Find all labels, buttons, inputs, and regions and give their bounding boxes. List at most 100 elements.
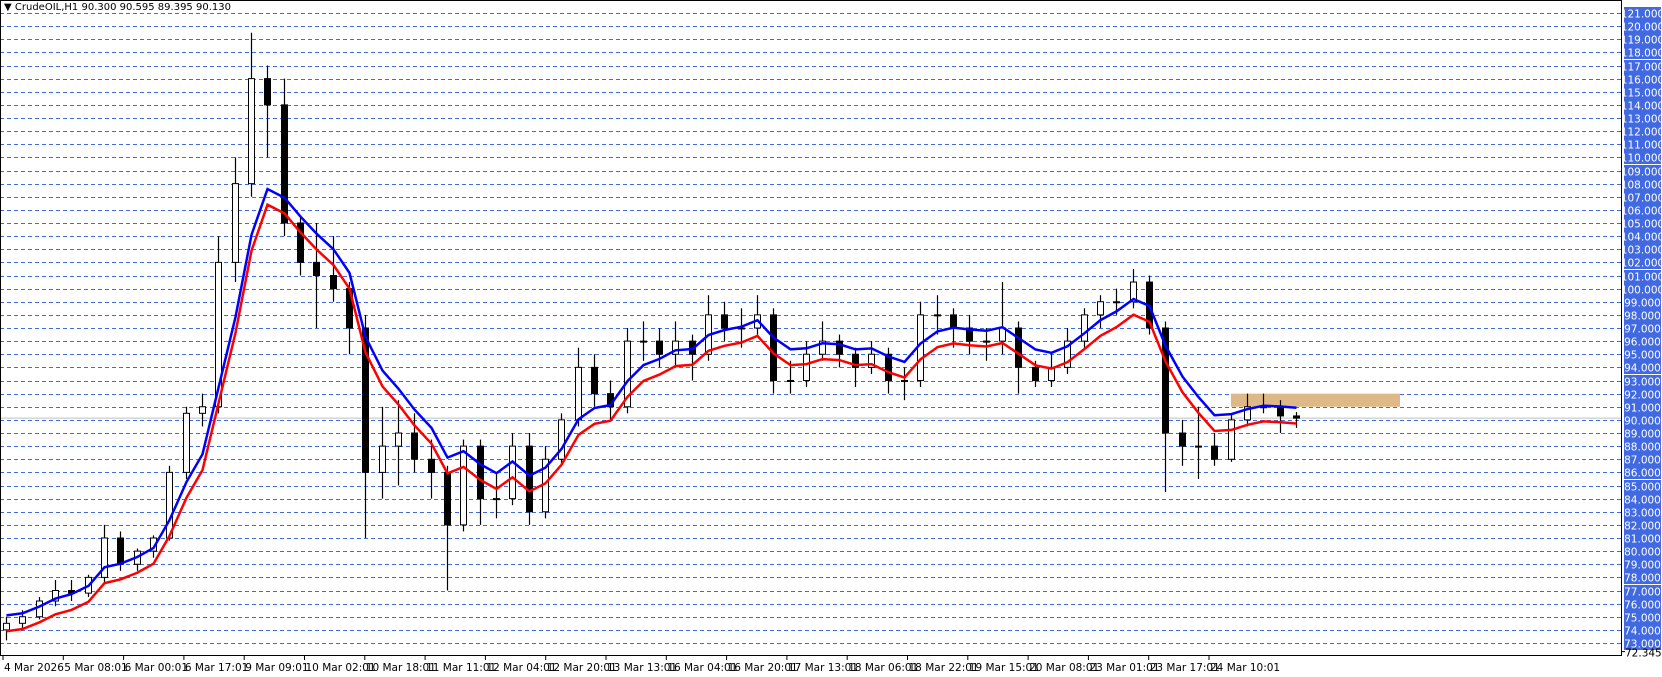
candle-body [1228,419,1235,460]
candle-body [1081,314,1088,342]
price-label-bg [1624,191,1661,204]
time-label: 17 Mar 13:01 [788,662,858,674]
candle-body [444,471,451,526]
candle-body [183,412,190,473]
candle-body [852,353,859,368]
symbol-label: CrudeOIL,H1 [14,2,79,13]
time-label: 16 Mar 20:01 [728,662,798,674]
candle-body [1064,340,1071,368]
moving-average-blue [6,187,1297,617]
price-label-bg [1624,112,1661,125]
candle [264,65,271,158]
time-axis[interactable]: 4 Mar 2026 5 Mar 08:016 Mar 00:016 Mar 17… [2,655,1280,674]
price-label: 105.000 [1621,219,1662,231]
price-label-bg [1624,585,1661,598]
candle-body [411,432,418,460]
candle [1293,412,1300,428]
price-label-bg [1624,33,1661,46]
candle [3,616,10,641]
price-label-bg [1624,453,1661,466]
candle-body [1015,327,1022,368]
time-label: 10 Mar 02:01 [306,662,376,674]
price-label-bg [1624,178,1661,191]
candle-body [1097,301,1104,316]
price-label-bg [1624,204,1661,217]
candle [836,334,843,368]
price-label-bg [1624,361,1661,374]
price-label: 86.000 [1624,468,1661,480]
triangle-down-icon[interactable]: ▼ [4,2,12,13]
candle [297,216,304,276]
candle-body [199,406,206,414]
price-label: 97.000 [1624,324,1661,336]
price-label: 81.000 [1624,534,1661,546]
candle [1211,433,1218,466]
price-label: 112.000 [1621,127,1662,139]
candle [330,236,337,302]
candle [183,406,190,479]
price-label: 120.000 [1621,22,1662,34]
price-label: 85.000 [1624,482,1661,494]
candle-body [297,222,304,263]
time-label: 5 Mar 08:01 [64,662,127,674]
time-label: 6 Mar 17:01 [185,662,248,674]
price-label: 113.000 [1621,114,1662,126]
candle-body [721,314,728,329]
price-label: 118.000 [1621,48,1662,60]
candle [281,78,288,237]
candle-body [509,445,516,500]
candle [1097,295,1104,328]
candle [428,439,435,499]
price-label-bg [1624,230,1661,243]
candle-body [493,498,500,501]
price-label-bg [1624,637,1661,650]
price-label-bg [1624,598,1661,611]
price-label-bg [1624,243,1661,256]
candle-body [101,537,108,578]
candle [1162,321,1169,493]
price-label: 101.000 [1621,272,1662,284]
price-label-bg [1624,466,1661,479]
candle-body [232,183,239,263]
price-label: 82.000 [1624,521,1661,533]
time-label: 9 Mar 09:01 [245,662,308,674]
price-label: 119.000 [1621,35,1662,47]
price-label-bg [1624,401,1661,414]
price-label-bg [1624,348,1661,361]
time-label: 12 Mar 20:01 [547,662,617,674]
time-label: 6 Mar 00:01 [125,662,188,674]
candle [1195,406,1202,479]
candle-body [1032,366,1039,381]
candle-body [983,340,990,343]
price-label: 75.000 [1624,613,1661,625]
price-label: 74.000 [1624,626,1661,638]
chart-title: ▼ CrudeOIL,H1 90.300 90.595 89.395 90.13… [4,2,234,13]
time-label: 13 Mar 13:01 [607,662,677,674]
candle [395,400,402,486]
moving-average-red [6,202,1297,633]
supply-zone-rectangle[interactable] [1231,393,1400,407]
candle [934,295,941,335]
time-label: 23 Mar 17:01 [1150,662,1220,674]
candle [444,465,451,591]
candle-body [1244,406,1251,421]
candle [624,328,631,414]
candle-body [656,340,663,355]
price-label-bg [1624,283,1661,296]
price-label: 121.000 [1621,9,1662,21]
price-label: 95.000 [1624,350,1661,362]
price-label-bg [1624,480,1661,493]
candle-body [526,445,533,513]
candle [1015,321,1022,394]
price-label-bg [1624,375,1661,388]
candle-body [1277,406,1284,417]
candle-body [281,104,288,224]
candle [526,433,533,525]
price-label-bg [1624,125,1661,138]
time-label: 18 Mar 22:01 [909,662,979,674]
candle-body [313,261,320,276]
time-label: 18 Mar 06:01 [848,662,918,674]
price-label-bg [1624,558,1661,571]
